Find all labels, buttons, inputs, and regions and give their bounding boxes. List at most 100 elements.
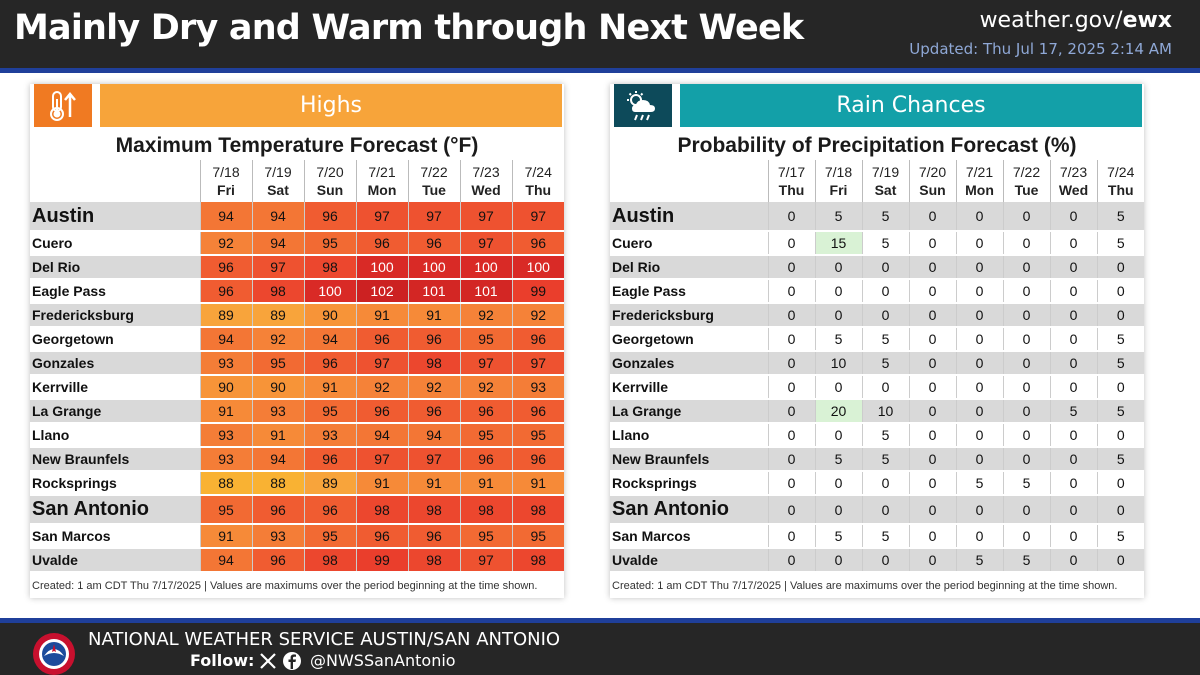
temp-value-cell: 93 xyxy=(199,447,252,472)
date-label: 7/24 xyxy=(524,164,552,180)
temp-value-cell: 99 xyxy=(511,279,564,304)
pop-value-cell: 0 xyxy=(814,495,862,525)
table-row: Cuero 92 94 95 96 96 97 96 xyxy=(30,231,564,256)
pop-value-cell: 0 xyxy=(908,255,956,280)
table-row: Rocksprings 0 0 0 0 5 5 0 0 xyxy=(610,471,1144,496)
date-label: 7/23 xyxy=(472,164,500,180)
table-row: San Antonio 0 0 0 0 0 0 0 0 xyxy=(610,495,1144,525)
pop-value-cell: 0 xyxy=(767,327,815,352)
pop-value-cell: 0 xyxy=(767,351,815,376)
temp-value-cell: 92 xyxy=(511,303,564,328)
table-row: Austin 0 5 5 0 0 0 0 5 xyxy=(610,202,1144,232)
day-header: 7/22 Tue xyxy=(1002,160,1050,202)
pop-value-cell: 5 xyxy=(1096,524,1144,549)
temp-value-cell: 95 xyxy=(459,327,512,352)
city-name: Llano xyxy=(30,423,200,448)
temp-value-cell: 91 xyxy=(407,471,460,496)
pop-value-cell: 0 xyxy=(908,548,956,573)
weekday-label: Thu xyxy=(778,182,805,198)
pop-value-cell: 5 xyxy=(861,447,909,472)
day-header: 7/19 Sat xyxy=(251,160,304,202)
pop-value-cell: 0 xyxy=(955,423,1003,448)
city-name: San Antonio xyxy=(610,495,768,525)
pop-value-cell: 0 xyxy=(767,447,815,472)
temp-value-cell: 96 xyxy=(355,524,408,549)
temp-value-cell: 94 xyxy=(251,231,304,256)
pop-value-cell: 0 xyxy=(861,471,909,496)
date-label: 7/20 xyxy=(316,164,344,180)
day-header: 7/24 Thu xyxy=(1096,160,1144,202)
table-row: New Braunfels 0 5 5 0 0 0 0 5 xyxy=(610,447,1144,472)
temp-value-cell: 97 xyxy=(251,255,304,280)
table-row: Gonzales 0 10 5 0 0 0 0 5 xyxy=(610,351,1144,376)
pop-value-cell: 5 xyxy=(814,202,862,232)
temp-value-cell: 91 xyxy=(407,303,460,328)
table-row: Uvalde 0 0 0 0 5 5 0 0 xyxy=(610,548,1144,573)
temp-value-cell: 98 xyxy=(459,495,512,525)
social-handle[interactable]: @NWSSanAntonio xyxy=(310,651,456,670)
date-label: 7/22 xyxy=(420,164,448,180)
pop-value-cell: 0 xyxy=(814,375,862,400)
temp-value-cell: 98 xyxy=(511,495,564,525)
city-name: San Marcos xyxy=(610,524,768,549)
pop-value-cell: 0 xyxy=(1049,375,1097,400)
temp-value-cell: 88 xyxy=(199,471,252,496)
pop-value-cell: 0 xyxy=(1096,303,1144,328)
day-header: 7/20 Sun xyxy=(303,160,356,202)
weekday-label: Sun xyxy=(316,182,344,198)
pop-value-cell: 0 xyxy=(908,423,956,448)
temp-value-cell: 101 xyxy=(459,279,512,304)
temp-value-cell: 92 xyxy=(407,375,460,400)
facebook-icon[interactable] xyxy=(282,651,302,671)
temp-value-cell: 95 xyxy=(251,351,304,376)
pop-value-cell: 0 xyxy=(1002,351,1050,376)
pop-value-cell: 0 xyxy=(1096,255,1144,280)
temp-value-cell: 93 xyxy=(251,399,304,424)
date-label: 7/23 xyxy=(1059,164,1088,180)
website-link[interactable]: weather.gov/ewx xyxy=(980,8,1172,33)
pop-value-cell: 0 xyxy=(814,303,862,328)
temp-value-cell: 96 xyxy=(303,351,356,376)
temp-value-cell: 92 xyxy=(251,327,304,352)
temp-value-cell: 94 xyxy=(199,202,252,232)
highs-note: Created: 1 am CDT Thu 7/17/2025 | Values… xyxy=(32,580,538,592)
temp-value-cell: 96 xyxy=(303,202,356,232)
x-icon[interactable] xyxy=(258,651,278,671)
pop-value-cell: 5 xyxy=(955,471,1003,496)
pop-value-cell: 5 xyxy=(814,524,862,549)
temp-value-cell: 98 xyxy=(251,279,304,304)
table-row: Fredericksburg 0 0 0 0 0 0 0 0 xyxy=(610,303,1144,328)
temp-value-cell: 96 xyxy=(511,447,564,472)
temp-value-cell: 91 xyxy=(355,303,408,328)
pop-value-cell: 0 xyxy=(1049,255,1097,280)
city-name: Cuero xyxy=(30,231,200,256)
pop-value-cell: 0 xyxy=(955,351,1003,376)
temp-value-cell: 100 xyxy=(459,255,512,280)
pop-value-cell: 0 xyxy=(814,548,862,573)
temp-value-cell: 97 xyxy=(459,202,512,232)
temp-value-cell: 96 xyxy=(511,327,564,352)
temp-value-cell: 99 xyxy=(355,548,408,573)
pop-value-cell: 0 xyxy=(814,423,862,448)
temp-value-cell: 94 xyxy=(251,447,304,472)
date-label: 7/17 xyxy=(777,164,806,180)
pop-value-cell: 5 xyxy=(1096,327,1144,352)
updated-timestamp: Updated: Thu Jul 17, 2025 2:14 AM xyxy=(909,40,1172,58)
city-name: Georgetown xyxy=(610,327,768,352)
pop-value-cell: 0 xyxy=(955,303,1003,328)
table-row: Del Rio 96 97 98 100 100 100 100 xyxy=(30,255,564,280)
pop-value-cell: 0 xyxy=(814,255,862,280)
pop-value-cell: 0 xyxy=(814,279,862,304)
pop-value-cell: 0 xyxy=(955,524,1003,549)
header-divider xyxy=(0,68,1200,73)
pop-value-cell: 0 xyxy=(1002,524,1050,549)
date-label: 7/22 xyxy=(1012,164,1041,180)
temp-value-cell: 97 xyxy=(459,231,512,256)
city-name: Gonzales xyxy=(610,351,768,376)
pop-value-cell: 0 xyxy=(767,399,815,424)
temp-value-cell: 96 xyxy=(251,495,304,525)
temp-value-cell: 95 xyxy=(459,524,512,549)
weekday-label: Sat xyxy=(874,182,897,198)
city-name: Kerrville xyxy=(610,375,768,400)
weekday-label: Thu xyxy=(525,182,552,198)
